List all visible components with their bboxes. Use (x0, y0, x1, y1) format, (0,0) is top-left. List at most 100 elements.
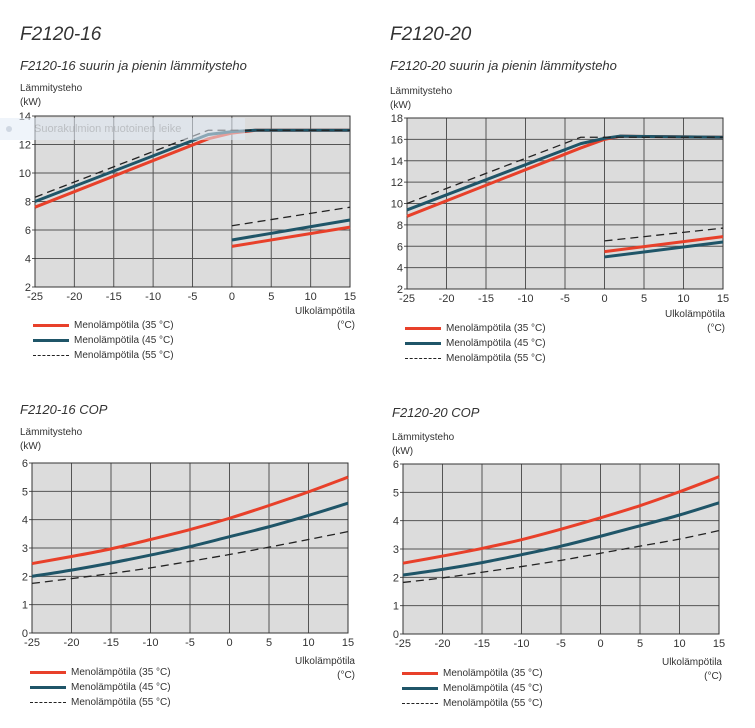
y-tick-label: 5 (22, 486, 28, 498)
x-tick-label: 5 (637, 638, 643, 650)
x-tick-label: 5 (266, 637, 272, 649)
legend-label: Menolämpötila (55 °C) (74, 350, 174, 361)
series-line-35c (406, 134, 724, 218)
plot-border (402, 463, 720, 635)
legend-item-55: Menolämpötila (55 °C) (33, 348, 174, 363)
heading-f2120-16: F2120-16 (20, 24, 102, 45)
legend-item-35: Menolämpötila (35 °C) (402, 666, 543, 681)
x-label-unit: (°C) (337, 320, 355, 331)
series-line-45c (31, 501, 349, 578)
legend-swatch (33, 339, 69, 342)
snip-tooltip-text: Suorakulmion muotoinen leike (34, 123, 182, 135)
series-line-35c (604, 235, 724, 254)
x-tick-label: 0 (229, 291, 235, 303)
x-tick-label: -10 (518, 293, 534, 305)
legend-item-55: Menolämpötila (55 °C) (402, 696, 543, 711)
y-tick-label: 1 (22, 600, 28, 612)
y-tick-label: 6 (22, 458, 28, 470)
legend-label: Menolämpötila (45 °C) (74, 335, 174, 346)
series-line-45c (34, 128, 350, 203)
legend-label: Menolämpötila (45 °C) (446, 338, 546, 349)
x-tick-label: -25 (399, 293, 415, 305)
y-tick-label: 12 (391, 177, 403, 189)
plot-area (403, 464, 719, 634)
x-tick-label: 15 (342, 637, 354, 649)
y-label-unit: (kW) (20, 97, 42, 108)
y-tick-label: 16 (391, 134, 403, 146)
x-tick-label: -20 (64, 637, 80, 649)
legend: Menolämpötila (35 °C) Menolämpötila (45 … (405, 321, 546, 366)
legend-item-55: Menolämpötila (55 °C) (405, 351, 546, 366)
y-tick-label: 18 (391, 113, 403, 125)
x-tick-label: 0 (597, 638, 603, 650)
series-line-45c (604, 240, 724, 259)
legend-swatch (402, 672, 438, 675)
y-tick-label: 10 (19, 168, 31, 180)
legend: Menolämpötila (35 °C) Menolämpötila (45 … (402, 666, 543, 711)
x-tick-label: -10 (514, 638, 530, 650)
y-axis-label: Lämmitysteho (kW) (390, 85, 452, 113)
legend-label: Menolämpötila (35 °C) (74, 320, 174, 331)
x-label-unit: (°C) (337, 670, 355, 681)
plot-border (31, 462, 349, 634)
x-tick-label: 15 (713, 638, 725, 650)
x-tick-label: 10 (305, 291, 317, 303)
y-tick-label: 6 (393, 459, 399, 471)
y-tick-label: 12 (19, 140, 31, 152)
y-tick-label: 8 (25, 197, 31, 209)
y-label-line: Lämmitysteho (20, 83, 83, 94)
legend-label: Menolämpötila (35 °C) (446, 323, 546, 334)
legend-swatch (402, 687, 438, 690)
y-axis-label: Lämmitysteho (kW) (20, 426, 82, 454)
x-label-line: Ulkolämpötila (661, 657, 722, 668)
y-tick-label: 6 (397, 241, 403, 253)
x-tick-label: -5 (560, 293, 570, 305)
y-label-unit: (kW) (20, 441, 42, 452)
series-line-45c (406, 134, 724, 212)
legend-item-55: Menolämpötila (55 °C) (30, 695, 171, 710)
y-tick-label: 4 (397, 263, 403, 275)
legend-item-45: Menolämpötila (45 °C) (30, 680, 171, 695)
plot-area (407, 118, 723, 289)
x-tick-label: -15 (474, 638, 490, 650)
y-axis-label: Lämmitysteho (kW) (20, 82, 82, 110)
series-line-55c (604, 227, 724, 242)
plot-area (35, 116, 350, 287)
x-tick-label: -25 (27, 291, 43, 303)
y-tick-label: 3 (22, 543, 28, 555)
x-axis-label: Ulkolämpötila (°C) (295, 655, 355, 683)
y-tick-label: 4 (22, 515, 28, 527)
series-line-35c (402, 475, 720, 565)
x-label-line: Ulkolämpötila (294, 656, 355, 667)
x-tick-label: -5 (185, 637, 195, 649)
legend-item-45: Menolämpötila (45 °C) (33, 333, 174, 348)
snip-tooltip-overlay: Suorakulmion muotoinen leike (0, 118, 245, 140)
legend-swatch (33, 355, 69, 356)
series-line-45c (402, 501, 720, 577)
x-label-line: Ulkolämpötila (294, 306, 355, 317)
chart-title: F2120-16 suurin ja pienin lämmitysteho (20, 58, 247, 73)
series-line-35c (231, 225, 351, 248)
chart-title: F2120-16 COP (20, 402, 108, 417)
legend-swatch (30, 686, 66, 689)
legend-swatch (405, 342, 441, 345)
x-tick-label: 10 (677, 293, 689, 305)
chart-title: F2120-20 suurin ja pienin lämmitysteho (390, 58, 617, 73)
x-tick-label: -20 (66, 291, 82, 303)
legend-item-35: Menolämpötila (35 °C) (30, 665, 171, 680)
legend: Menolämpötila (35 °C) Menolämpötila (45 … (30, 665, 171, 710)
x-tick-label: 0 (226, 637, 232, 649)
legend-swatch (33, 324, 69, 327)
x-tick-label: -10 (143, 637, 159, 649)
legend-swatch (405, 358, 441, 359)
chart-title: F2120-20 COP (392, 405, 480, 420)
x-tick-label: -15 (103, 637, 119, 649)
y-tick-label: 1 (393, 601, 399, 613)
legend-swatch (402, 703, 438, 704)
x-tick-label: -25 (395, 638, 411, 650)
x-label-line: Ulkolämpötila (664, 309, 725, 320)
x-label-unit: (°C) (707, 323, 725, 334)
